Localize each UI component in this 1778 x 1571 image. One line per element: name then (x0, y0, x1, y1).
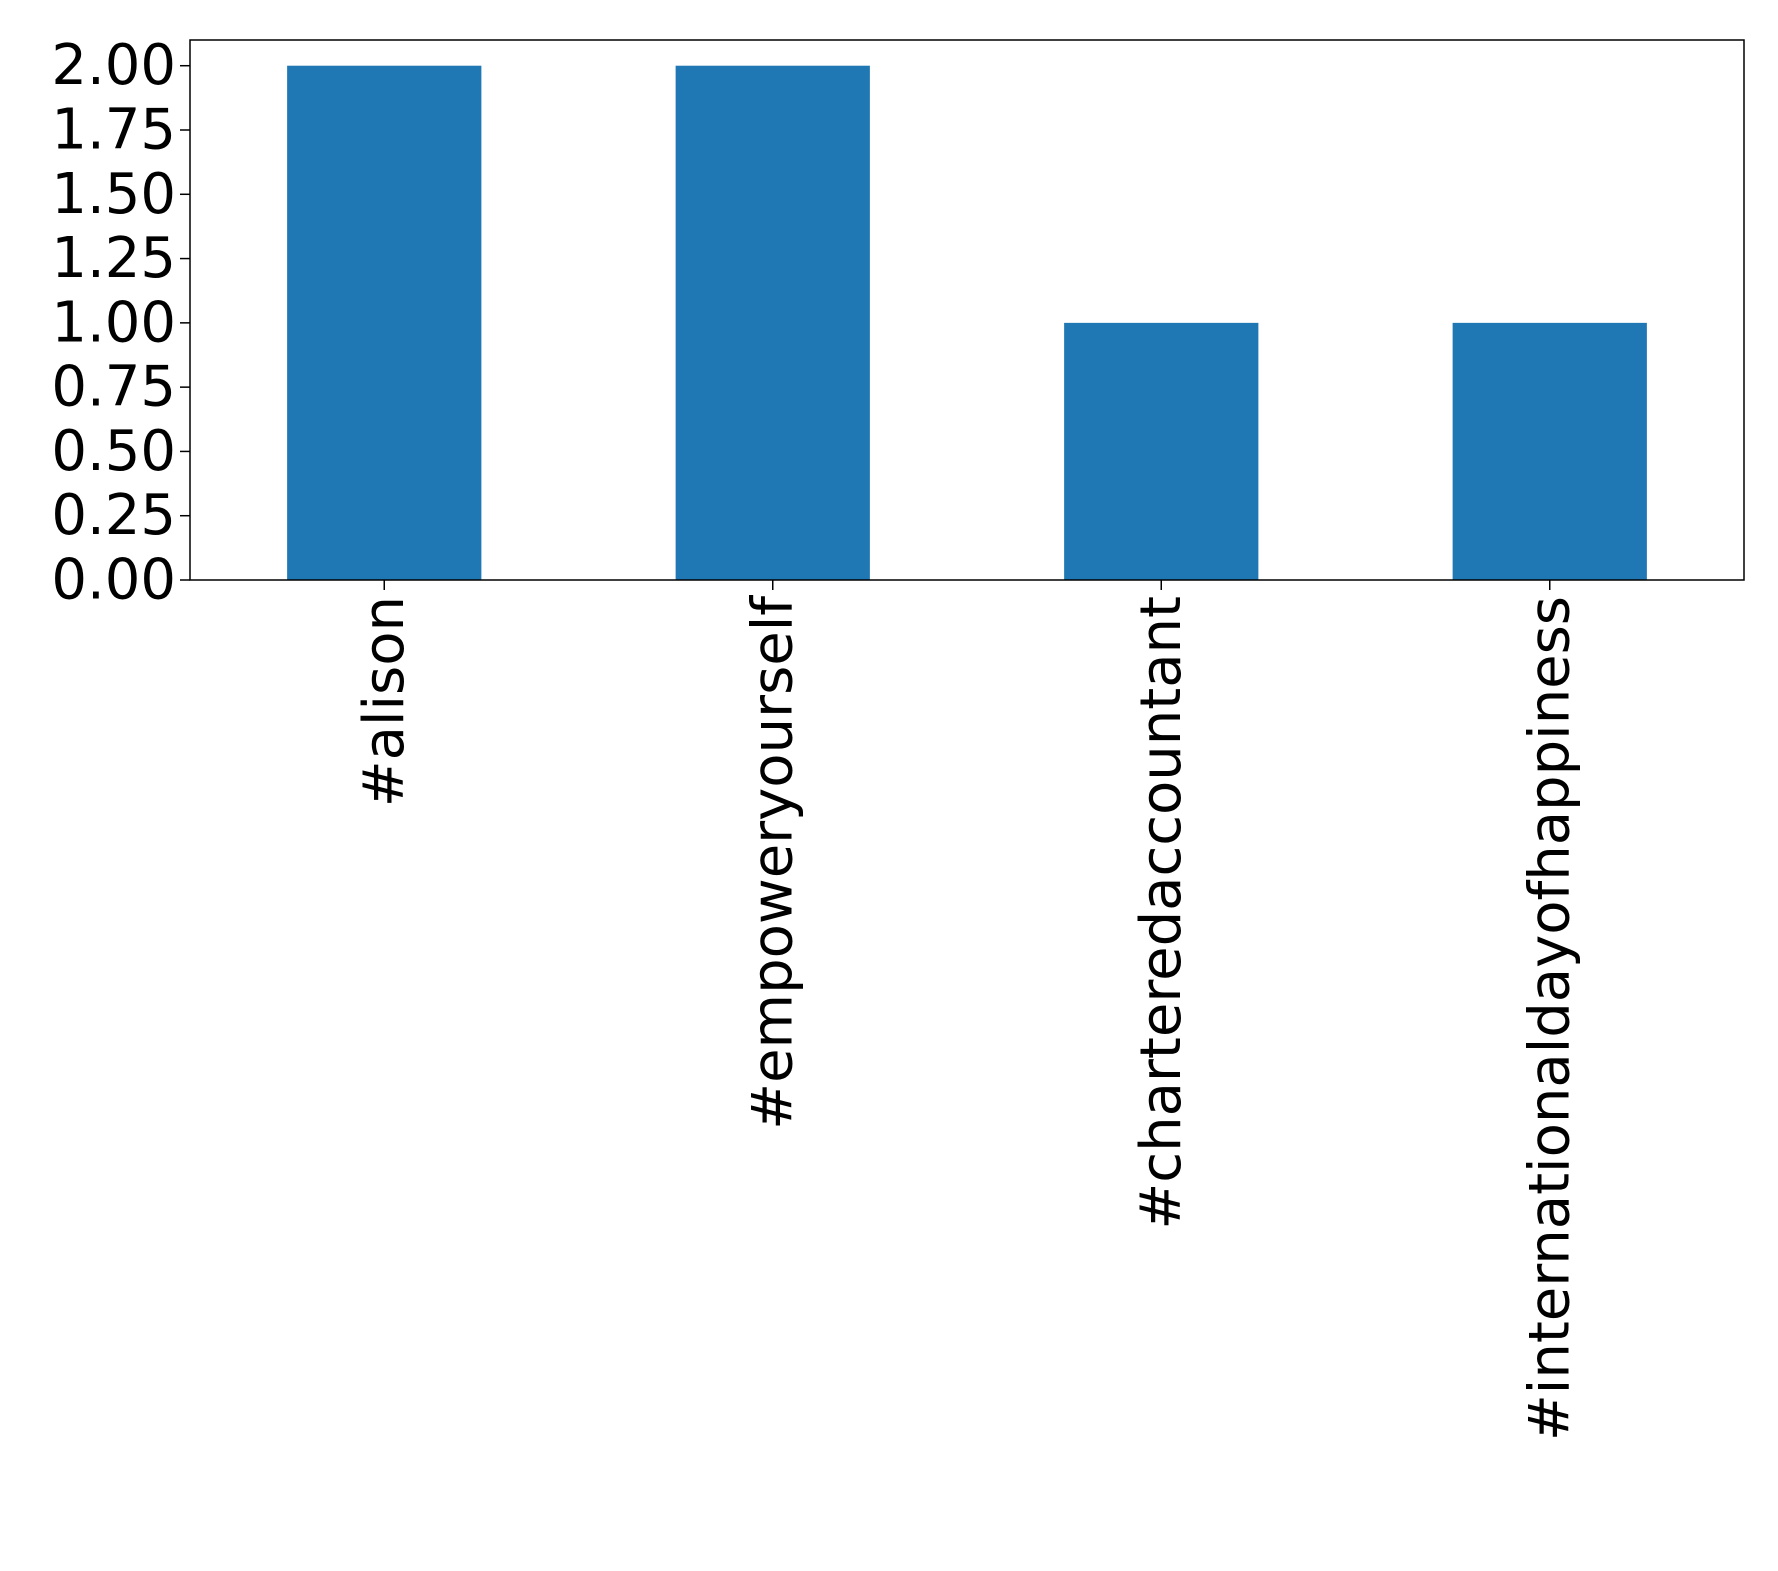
bars-group (287, 65, 1647, 580)
bar-charteredaccountant (1064, 322, 1259, 580)
y-tick-label: 0.00 (51, 548, 176, 613)
x-tick-label-charteredaccountant: #charteredaccountant (1129, 596, 1194, 1230)
x-axis: #alison #empoweryourself #charteredaccount… (352, 580, 1582, 1441)
y-tick-label: 1.50 (51, 162, 176, 227)
y-tick-label: 1.25 (51, 226, 176, 291)
x-tick-label-empoweryourself: #empoweryourself (740, 595, 805, 1130)
y-axis: 0.000.250.500.751.001.251.501.752.00 (51, 33, 190, 613)
bar-empoweryourself (675, 65, 870, 580)
x-tick-label-internationaldayofhappiness: #internationaldayofhappiness (1517, 596, 1582, 1441)
y-tick-label: 1.75 (51, 98, 176, 163)
bar-alison (287, 65, 482, 580)
y-tick-label: 0.75 (51, 355, 176, 420)
plot-frame (189, 39, 1745, 581)
y-tick-label: 1.00 (51, 290, 176, 355)
y-tick-label: 0.25 (51, 483, 176, 548)
y-tick-label: 0.50 (51, 419, 176, 484)
y-tick-label: 2.00 (51, 33, 176, 98)
x-tick-label-alison: #alison (352, 596, 417, 807)
bar-internationaldayofhappiness (1452, 322, 1647, 580)
